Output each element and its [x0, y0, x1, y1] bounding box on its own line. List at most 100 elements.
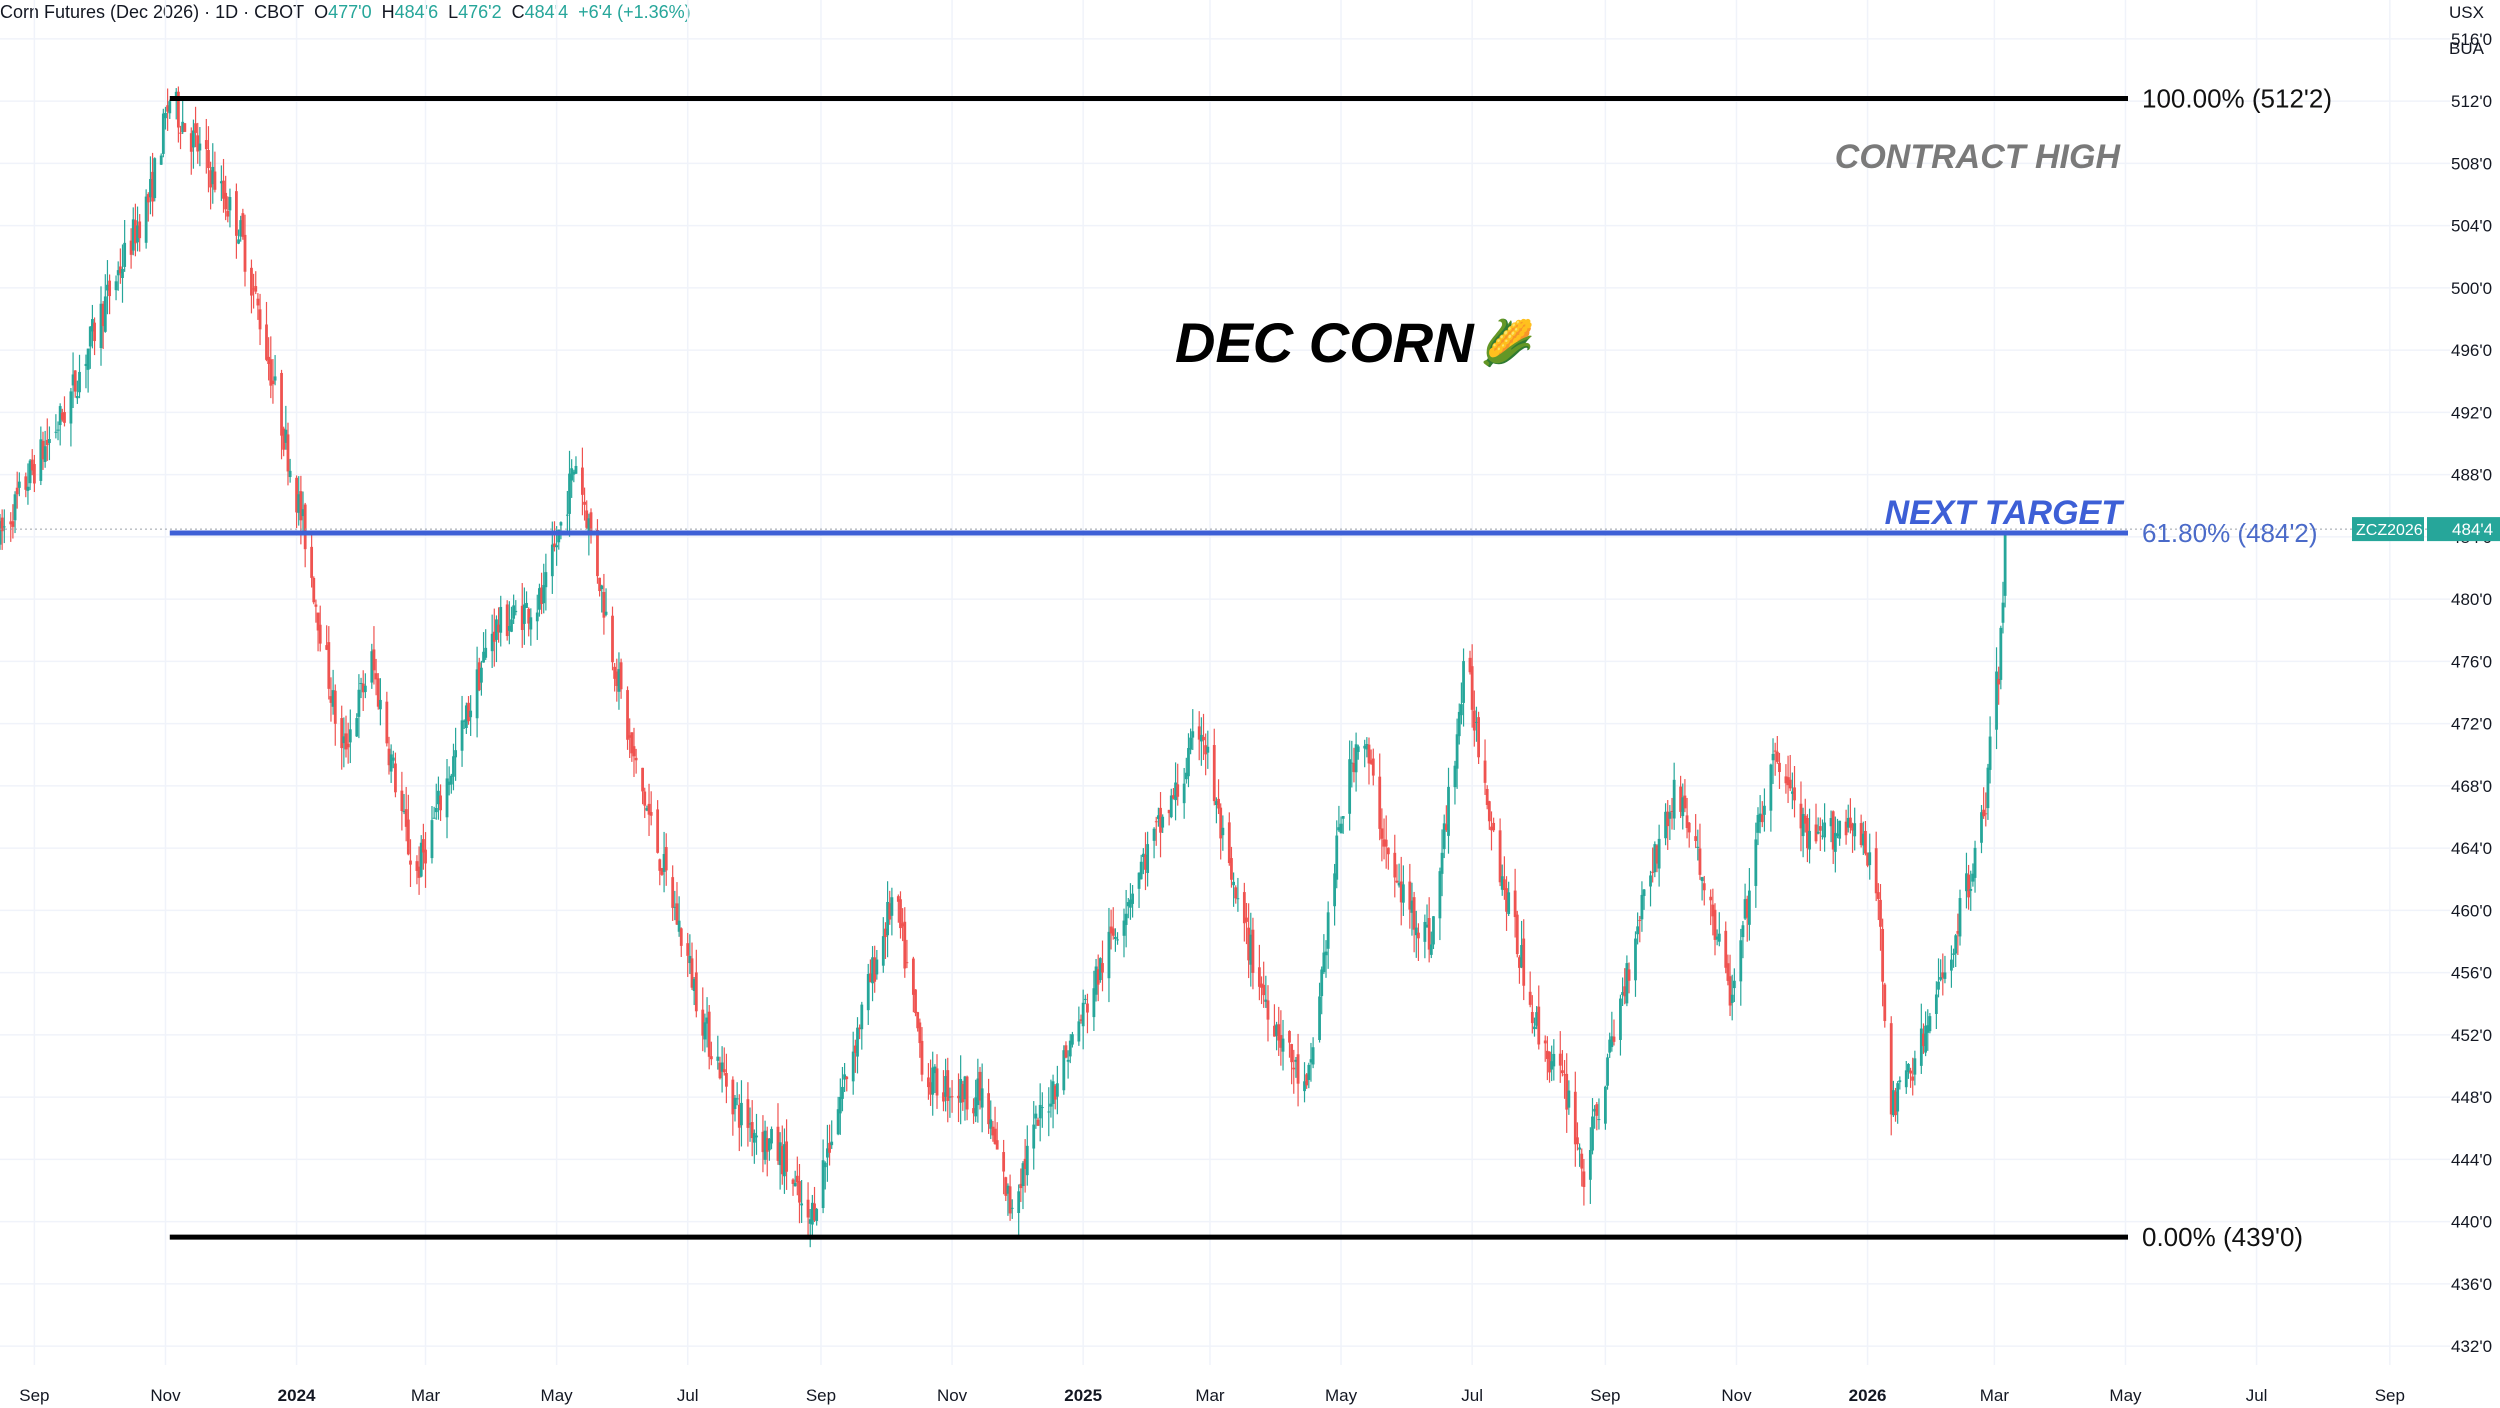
candle-body: [1019, 1183, 1023, 1189]
candle-body: [619, 662, 623, 690]
fib-level-label: 0.00% (439'0): [2142, 1222, 2303, 1252]
candle-body: [1889, 1023, 1893, 1115]
candle-body: [325, 645, 329, 650]
candle-body: [1021, 1163, 1025, 1187]
candle-body: [542, 584, 546, 604]
candle-body: [1997, 678, 2001, 685]
candle-body: [1874, 848, 1878, 894]
candle-body: [841, 1086, 844, 1099]
candle-body: [222, 180, 225, 199]
candle-body: [1943, 972, 1947, 979]
candle-body: [765, 1138, 769, 1152]
candle-body: [1672, 779, 1676, 819]
y-tick-label: 508'0: [2451, 154, 2492, 173]
currency-per: BUA: [2449, 39, 2484, 58]
candle-body: [1537, 1006, 1541, 1045]
candle-body: [477, 662, 481, 691]
time-axis[interactable]: Sep Nov 2024 Mar May Jul Sep Nov 2025 Mar May Jul Se…: [19, 1386, 2405, 1405]
candle-body: [73, 370, 77, 392]
candle-body: [482, 651, 485, 663]
candle-body: [372, 649, 376, 671]
candle-body: [525, 602, 528, 608]
candle-body: [1279, 1035, 1283, 1048]
candle-body: [1131, 893, 1134, 904]
candle-body: [677, 920, 681, 932]
candle-body: [1578, 1147, 1582, 1150]
candle-body: [911, 958, 915, 995]
candle-body: [409, 860, 412, 865]
candle-body: [1320, 969, 1324, 997]
candle-body: [1563, 1074, 1566, 1076]
candle-body: [707, 1011, 711, 1057]
candle-body: [91, 319, 94, 332]
candle-body: [1341, 816, 1345, 819]
candle-body: [1623, 986, 1627, 997]
grid-lines: [0, 0, 2450, 1365]
candle-body: [1432, 916, 1435, 945]
candle-body: [1356, 746, 1360, 752]
candle-body: [1911, 1076, 1915, 1081]
candle-body: [314, 604, 318, 607]
candle-body: [1410, 900, 1414, 913]
candle-body: [312, 577, 316, 603]
fib-level-label: 61.80% (484'2): [2142, 518, 2318, 548]
candle-body: [370, 651, 374, 683]
candle-body: [1086, 1003, 1089, 1013]
candle-body: [1023, 1158, 1027, 1169]
candle-body: [1055, 1083, 1059, 1097]
candle-body: [1522, 938, 1526, 986]
candle-body: [1107, 931, 1111, 979]
candle-body: [1588, 1150, 1592, 1180]
x-tick-label: Mar: [411, 1386, 441, 1405]
candle-body: [1460, 704, 1463, 716]
candle-body: [1144, 854, 1147, 870]
candle-body: [78, 371, 81, 393]
candle-body: [1182, 783, 1186, 804]
candle-body: [146, 194, 150, 203]
candle-body: [60, 412, 64, 420]
candle-body: [1414, 927, 1418, 936]
candle-body: [617, 669, 621, 692]
candle-body: [1008, 1186, 1012, 1214]
candle-body: [585, 510, 589, 528]
candle-body: [1141, 853, 1145, 857]
candle-body: [1651, 871, 1655, 873]
candle-body: [737, 1104, 741, 1128]
candle-body: [989, 1119, 993, 1129]
candle-body: [694, 972, 698, 1012]
candle-body: [1352, 762, 1356, 773]
candle-body: [116, 270, 120, 276]
price-axis[interactable]: 516'0 512'0 508'0 504'0 500'0 496'0 492'0 488'0…: [2352, 30, 2500, 1356]
candle-body: [1595, 1104, 1599, 1116]
candle-body: [1335, 835, 1339, 880]
candle-body: [553, 543, 556, 547]
candle-body: [1952, 953, 1955, 955]
candle-body: [1913, 1058, 1917, 1075]
x-tick-label: Sep: [806, 1386, 836, 1405]
candle-body: [2003, 535, 2007, 596]
candle-body: [823, 1162, 827, 1168]
currency-unit[interactable]: USX: [2449, 3, 2484, 22]
candle-body: [987, 1093, 990, 1125]
candle-body: [1161, 816, 1165, 828]
candle-body: [194, 123, 197, 133]
y-tick-label: 516'0: [2451, 30, 2492, 49]
candle-body: [740, 1102, 743, 1126]
candle-body: [359, 683, 363, 685]
symbol-label[interactable]: Corn Futures (Dec 2026) · 1D · CBOT: [0, 2, 305, 22]
y-tick-label: 480'0: [2451, 590, 2492, 609]
candle-body: [136, 225, 139, 243]
candle-body: [269, 359, 273, 386]
candle-body: [675, 903, 679, 925]
candle-body: [1264, 999, 1268, 1002]
candle-body: [896, 896, 900, 902]
candle-body: [243, 234, 247, 272]
candle-body: [853, 1045, 857, 1053]
candle-body: [1492, 822, 1496, 831]
candle-body: [1567, 1090, 1571, 1108]
candle-body: [1683, 795, 1687, 809]
candle-body: [108, 280, 112, 297]
candle-body: [1984, 813, 1988, 815]
candle-body: [1382, 839, 1386, 847]
